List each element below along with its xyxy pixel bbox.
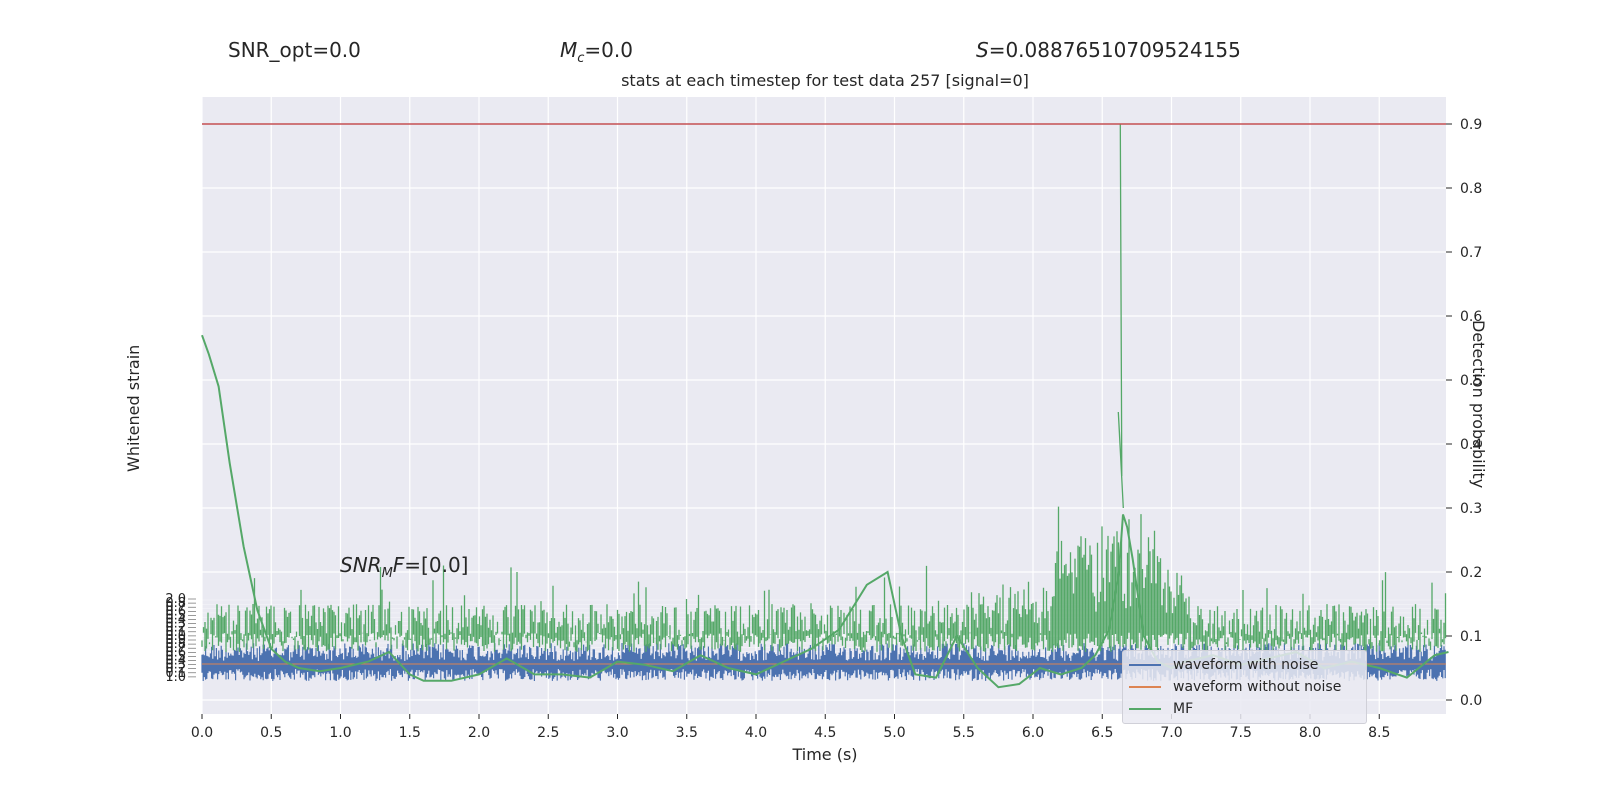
x-tick-label: 5.0: [883, 725, 905, 741]
x-tick-label: 2.5: [537, 725, 559, 741]
left-y-tick-label: 0.5: [165, 649, 186, 664]
snr-opt-label: SNR_opt=0.0: [228, 38, 361, 62]
left-y-tick-label: 0.5: [165, 608, 186, 623]
legend-label-mf: MF: [1173, 701, 1194, 717]
s-statistic-label: S=0.08876510709524155: [976, 38, 1241, 62]
left-y-tick-label: 0.4: [165, 613, 186, 628]
chart-legend: waveform with noise waveform without noi…: [1122, 650, 1367, 724]
legend-label-waveform-with-noise: waveform with noise: [1173, 657, 1319, 673]
chirp-mass-symbol: M: [560, 38, 578, 62]
x-tick-label: 4.0: [745, 725, 767, 741]
x-tick-label: 6.5: [1091, 725, 1113, 741]
left-y-tick-label: 0.2: [165, 662, 186, 677]
s-statistic-symbol: S: [976, 38, 989, 62]
legend-item-waveform-with-noise: waveform with noise: [1123, 655, 1318, 675]
right-y-tick-label: 0.7: [1460, 245, 1482, 261]
snr-mf-value: =[0.0]: [404, 553, 469, 577]
left-y-tick-label: 0.9: [165, 633, 186, 648]
chirp-mass-subscript: c: [577, 51, 585, 66]
left-y-tick-label: 0.2: [165, 621, 186, 636]
left-y-tick-label: 0.8: [165, 596, 186, 611]
left-y-tick-label: 0.7: [165, 600, 186, 615]
legend-swatch-mf: [1129, 708, 1161, 710]
left-y-tick-label: 0.6: [165, 645, 186, 660]
left-y-tick-label: 0.8: [165, 637, 186, 652]
snr-mf-subscript: M: [381, 566, 393, 581]
left-y-tick-label: 0.3: [165, 658, 186, 673]
x-tick-label: 0.0: [191, 725, 213, 741]
legend-label-waveform-without-noise: waveform without noise: [1173, 679, 1342, 695]
x-tick-label: 0.5: [260, 725, 282, 741]
x-tick-label: 2.0: [468, 725, 490, 741]
x-tick-label: 3.5: [676, 725, 698, 741]
snr-mf-suffix: F: [392, 553, 405, 577]
x-tick-label: 6.0: [1022, 725, 1044, 741]
x-tick-label: 1.0: [329, 725, 351, 741]
x-tick-label: 4.5: [814, 725, 836, 741]
x-tick-labels: 0.0 0.5 1.0 1.5 2.0 2.5 3.0 3.5 4.0 4.5 5.0 5.5 6.0 6…: [191, 714, 1390, 741]
left-y-tick-label: 0.3: [165, 617, 186, 632]
right-y-tick-label: 0.3: [1460, 501, 1482, 517]
legend-swatch-waveform-with-noise: [1129, 664, 1161, 666]
legend-swatch-waveform-without-noise: [1129, 686, 1161, 688]
s-statistic-value: =0.08876510709524155: [988, 38, 1241, 62]
snr-mf-annotation: SNRMF=[0.0]: [340, 553, 468, 581]
right-y-tick-label: 0.5: [1460, 373, 1482, 389]
left-y-tick-labels: 2.00.80.70.60.50.40.30.20.10.00.90.80.70…: [165, 592, 196, 685]
x-tick-label: 5.5: [953, 725, 975, 741]
x-tick-label: 3.0: [606, 725, 628, 741]
legend-item-mf: MF: [1123, 699, 1193, 719]
right-y-tick-label: 0.8: [1460, 181, 1482, 197]
right-y-tick-label: 0.6: [1460, 309, 1482, 325]
x-tick-label: 1.5: [399, 725, 421, 741]
mf-noise-line: [201, 123, 1447, 652]
left-y-tick-label: 0.0: [165, 629, 186, 644]
chart-title: stats at each timestep for test data 257…: [621, 71, 1029, 90]
left-y-tick-label: 1.0: [165, 670, 186, 685]
chirp-mass-value: =0.0: [584, 38, 633, 62]
legend-item-waveform-without-noise: waveform without noise: [1123, 677, 1341, 697]
left-y-tick-label: 0.1: [165, 625, 186, 640]
right-y-tick-labels: 0.0 0.1 0.2 0.3 0.4 0.5 0.6 0.7 0.8 0.9: [1446, 117, 1482, 709]
left-y-tick-label: 0.6: [165, 604, 186, 619]
right-y-tick-label: 0.1: [1460, 629, 1482, 645]
left-y-tick-label: 0.1: [165, 666, 186, 681]
snr-mf-symbol: SNR: [340, 553, 382, 577]
chirp-mass-label: Mc=0.0: [560, 38, 633, 66]
right-y-tick-label: 0.4: [1460, 437, 1482, 453]
x-tick-label: 8.0: [1299, 725, 1321, 741]
right-y-tick-label: 0.9: [1460, 117, 1482, 133]
right-y-tick-label: 0.2: [1460, 565, 1482, 581]
x-axis-label: Time (s): [792, 745, 858, 764]
mf-noise-series: [201, 123, 1447, 652]
x-tick-label: 8.5: [1368, 725, 1390, 741]
left-y-tick-label: 0.7: [165, 641, 186, 656]
x-tick-label: 7.5: [1230, 725, 1252, 741]
right-y-tick-label: 0.0: [1460, 693, 1482, 709]
left-y-tick-label: 0.4: [165, 654, 186, 669]
left-y-tick-label: 2.0: [165, 592, 186, 607]
x-tick-label: 7.0: [1160, 725, 1182, 741]
